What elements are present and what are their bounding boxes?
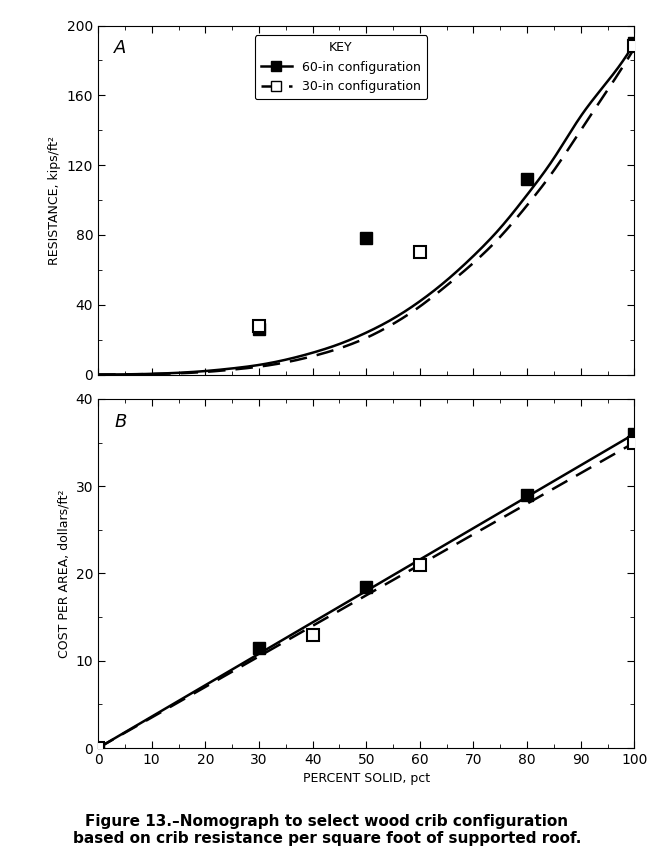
Legend: 60-in configuration, 30-in configuration: 60-in configuration, 30-in configuration [254,35,427,99]
Text: A: A [114,39,127,58]
X-axis label: PERCENT SOLID, pct: PERCENT SOLID, pct [303,773,430,785]
Text: Figure 13.–Nomograph to select wood crib configuration: Figure 13.–Nomograph to select wood crib… [86,813,568,829]
Text: based on crib resistance per square foot of supported roof.: based on crib resistance per square foot… [73,830,581,846]
Y-axis label: COST PER AREA, dollars/ft²: COST PER AREA, dollars/ft² [57,490,70,658]
Text: B: B [114,413,127,431]
Y-axis label: RESISTANCE, kips/ft²: RESISTANCE, kips/ft² [48,135,61,264]
